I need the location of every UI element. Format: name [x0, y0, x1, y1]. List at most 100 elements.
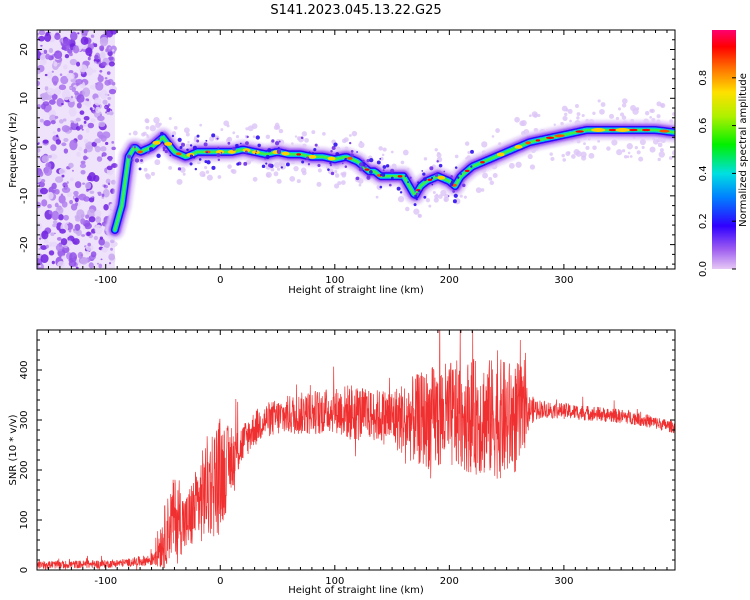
ridge-hotspot: [227, 149, 236, 154]
ridge-speck: [366, 158, 370, 163]
noise-blob: [108, 253, 116, 261]
ridge-speck: [255, 150, 258, 153]
ridge-speck: [457, 176, 460, 179]
spectrogram-x-tick-label: 300: [554, 275, 573, 286]
ridge-speck: [430, 176, 434, 180]
snr-panel: -100 0 100 200 300 0 100 200 300 400 Height of st…: [8, 329, 676, 596]
noise-blob: [80, 170, 86, 175]
noise-blob: [103, 241, 110, 249]
noise-blob: [85, 141, 94, 150]
noise-blob: [93, 235, 99, 241]
ridge-speck: [314, 143, 318, 147]
noise-blob: [87, 242, 91, 247]
ridge-halo-blob: [611, 139, 618, 146]
ridge-speck: [267, 148, 272, 153]
ridge-speck: [130, 145, 133, 148]
noise-blob: [111, 140, 115, 144]
noise-blob: [67, 222, 74, 230]
ridge-halo-blob: [621, 115, 627, 120]
ridge-speck: [331, 145, 336, 151]
ridge-speck: [268, 163, 273, 168]
noise-blob: [78, 146, 82, 151]
noise-blob: [84, 139, 89, 144]
noise-blob: [47, 154, 52, 159]
ridge-hotspot: [575, 130, 584, 133]
ridge-halo-blob: [266, 173, 270, 177]
ridge-speck: [198, 158, 202, 161]
ridge-speck: [418, 189, 421, 193]
ridge-halo-blob: [342, 171, 347, 176]
ridge-halo-blob: [550, 156, 555, 162]
ridge-speck: [307, 163, 311, 166]
noise-blob: [38, 237, 42, 240]
snr-ticks: -100 0 100 200 300 0 100 200 300 400: [19, 329, 675, 587]
ridge-halo-blob: [657, 157, 661, 162]
spectrogram-x-axis-label: Height of straight line (km): [288, 285, 424, 296]
noise-blob: [57, 260, 65, 268]
noise-blob: [82, 87, 91, 97]
noise-blob: [102, 99, 108, 105]
ridge-halo-blob: [621, 149, 626, 153]
ridge-hotspot: [242, 148, 251, 153]
snr-x-tick-label: 0: [217, 576, 223, 587]
ridge-speck: [414, 190, 417, 192]
ridge-speck: [379, 157, 382, 160]
noise-blob: [68, 162, 74, 169]
snr-y-tick-label: 300: [19, 410, 30, 429]
ridge-halo-blob: [278, 128, 284, 134]
ridge-halo-blob: [482, 172, 489, 179]
noise-blob: [60, 75, 69, 85]
noise-blob: [39, 118, 44, 123]
noise-blob: [90, 34, 95, 38]
snr-x-tick-label: 100: [325, 576, 344, 587]
ridge-speck: [313, 148, 317, 152]
ridge-halo-blob: [597, 139, 601, 143]
noise-blob: [61, 102, 64, 106]
noise-blob: [90, 118, 96, 123]
noise-blob: [43, 119, 51, 127]
ridge-halo-blob: [227, 164, 232, 169]
noise-blob: [47, 191, 54, 200]
noise-blob: [51, 210, 59, 221]
noise-blob: [39, 187, 48, 195]
noise-blob: [68, 258, 74, 263]
ridge-halo-blob: [428, 204, 432, 208]
ridge-halo-blob: [467, 150, 471, 155]
noise-blob: [52, 223, 57, 228]
noise-blob: [61, 255, 66, 260]
noise-blob: [101, 193, 105, 197]
ridge-speck: [179, 146, 183, 150]
noise-blob: [40, 245, 48, 250]
noise-blob: [52, 131, 56, 135]
noise-blob: [90, 251, 97, 258]
ridge-halo-blob: [349, 134, 352, 137]
ridge-halo-blob: [600, 102, 606, 107]
ridge-halo-blob: [185, 132, 190, 137]
ridge-halo-blob: [358, 183, 362, 187]
ridge-hotspot: [464, 169, 470, 173]
noise-blob: [66, 181, 69, 184]
ridge-halo-blob: [144, 118, 150, 123]
noise-blob: [44, 86, 49, 91]
ridge-speck: [447, 195, 450, 197]
ridge-speck: [181, 142, 186, 147]
ridge-speck: [171, 134, 175, 138]
ridge-hotspot: [308, 154, 317, 159]
noise-blob: [101, 61, 107, 67]
ridge-halo-blob: [343, 137, 349, 143]
noise-blob: [80, 36, 89, 46]
ridge-hotspot: [525, 141, 531, 145]
ridge-halo-blob: [634, 145, 638, 150]
ridge-speck: [216, 137, 219, 140]
ridge-speck: [196, 134, 200, 138]
snr-x-axis-label: Height of straight line (km): [288, 585, 424, 596]
ridge-speck: [341, 162, 344, 165]
ridge-speck: [385, 164, 390, 168]
ridge-hotspot: [216, 149, 224, 154]
noise-blob: [103, 184, 106, 188]
ridge-halo-blob: [334, 170, 338, 174]
noise-blob: [87, 122, 95, 129]
ridge-halo-blob: [358, 141, 365, 149]
ridge-speck: [227, 141, 231, 145]
ridge-halo-blob: [565, 151, 571, 157]
